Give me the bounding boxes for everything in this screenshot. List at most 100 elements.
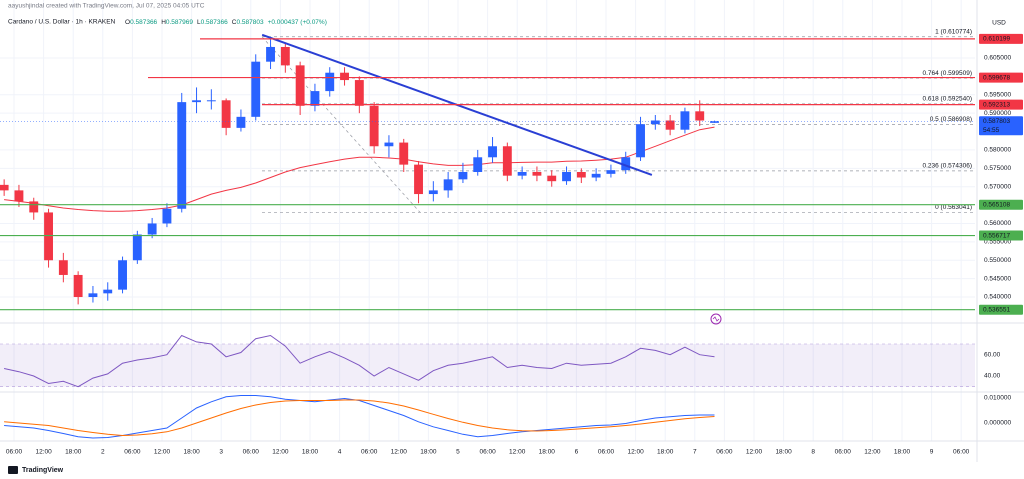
current-price-badge bbox=[979, 116, 1023, 136]
candle-body bbox=[665, 120, 675, 130]
ohlc-value: 0.587366 bbox=[130, 19, 157, 26]
plot-layer: 06:00 12:00 18:00 2 06:00 12:00 18:00 3 06:00 12:… bbox=[0, 0, 1011, 456]
candle-body bbox=[414, 164, 423, 195]
price-badge-label: 0.610199 bbox=[983, 36, 1010, 43]
candle-body bbox=[132, 234, 142, 261]
price-badge-label: 0.536551 bbox=[983, 306, 1010, 313]
candle-body bbox=[458, 171, 468, 180]
fib-label: 1 (0.610774) bbox=[935, 28, 972, 35]
ohlc-value: 0.587969 bbox=[166, 19, 193, 26]
x-tick-label: 12:00 bbox=[272, 449, 289, 456]
candle-body bbox=[384, 142, 394, 147]
x-tick-label: 18:00 bbox=[420, 449, 437, 456]
x-tick-label: 18:00 bbox=[657, 449, 674, 456]
price-badge-label: 0.565108 bbox=[983, 201, 1010, 208]
price-badge-label: 0.556717 bbox=[983, 232, 1010, 239]
y-tick-label: 0.590000 bbox=[984, 110, 1011, 117]
price-badge bbox=[979, 72, 1023, 83]
x-tick-label: 12:00 bbox=[864, 449, 881, 456]
candle-body bbox=[14, 190, 24, 202]
x-tick-label: 2 bbox=[101, 449, 105, 456]
x-tick-label: 06:00 bbox=[598, 449, 615, 456]
candle-body bbox=[621, 157, 631, 171]
ohlc-legend: O0.587366 H0.587969 L0.587366 C0.587803 +0.0… bbox=[125, 19, 327, 26]
x-tick-label: 18:00 bbox=[65, 449, 82, 456]
fib-label: 0.236 (0.574306) bbox=[922, 163, 972, 170]
candle-body bbox=[680, 111, 690, 130]
candle-body bbox=[103, 289, 113, 294]
candle-body bbox=[251, 61, 261, 117]
candle-body bbox=[206, 100, 216, 102]
series-line bbox=[4, 126, 715, 212]
candle-body bbox=[295, 65, 305, 106]
candle-body bbox=[547, 175, 557, 182]
candle-body bbox=[636, 124, 645, 158]
fib-label: 0.764 (0.599509) bbox=[922, 70, 972, 77]
x-tick-label: 3 bbox=[219, 449, 223, 456]
candle-body bbox=[310, 91, 320, 106]
candle-body bbox=[118, 260, 127, 290]
candle-body bbox=[29, 201, 39, 213]
x-tick-label: 06:00 bbox=[243, 449, 260, 456]
x-tick-label: 06:00 bbox=[835, 449, 852, 456]
y-tick-label: 0.000000 bbox=[984, 420, 1011, 427]
x-tick-label: 7 bbox=[693, 449, 697, 456]
candle-body bbox=[44, 212, 53, 261]
x-tick-label: 5 bbox=[456, 449, 460, 456]
x-tick-label: 12:00 bbox=[391, 449, 408, 456]
x-tick-label: 06:00 bbox=[6, 449, 23, 456]
candle-body bbox=[695, 111, 705, 121]
currency: USD bbox=[992, 20, 1006, 27]
ohlc-value: 0.587803 bbox=[236, 19, 263, 26]
fib-label: 0.5 (0.586908) bbox=[930, 116, 972, 123]
event-icon bbox=[712, 316, 720, 322]
event-icon bbox=[710, 313, 722, 325]
y-tick-label: 0.605000 bbox=[984, 55, 1011, 62]
x-tick-label: 18:00 bbox=[302, 449, 319, 456]
x-tick-label: 06:00 bbox=[716, 449, 733, 456]
symbol-title: Cardano / U.S. Dollar · 1h · KRAKEN bbox=[8, 19, 116, 26]
candle-body bbox=[591, 173, 601, 178]
series-line bbox=[4, 399, 715, 437]
x-tick-label: 06:00 bbox=[479, 449, 496, 456]
candle-body bbox=[340, 72, 349, 81]
candle-body bbox=[0, 184, 9, 191]
y-tick-label: 0.595000 bbox=[984, 91, 1011, 98]
x-tick-label: 4 bbox=[338, 449, 342, 456]
x-tick-label: 12:00 bbox=[154, 449, 171, 456]
rsi-band bbox=[0, 344, 975, 387]
candle-body bbox=[488, 146, 497, 158]
ohlc-key: C bbox=[232, 19, 237, 26]
y-tick-label: 0.560000 bbox=[984, 220, 1011, 227]
candle-body bbox=[576, 171, 586, 178]
y-tick-label: 0.555000 bbox=[984, 239, 1011, 246]
current-price-label: 0.587803 bbox=[983, 118, 1010, 125]
candle-body bbox=[502, 146, 512, 176]
candle-body bbox=[325, 72, 335, 92]
candle-body bbox=[280, 46, 290, 66]
price-badge bbox=[979, 304, 1023, 315]
candle-body bbox=[73, 274, 83, 298]
x-tick-label: 8 bbox=[811, 449, 815, 456]
y-tick-label: 0.540000 bbox=[984, 294, 1011, 301]
x-tick-label: 12:00 bbox=[509, 449, 526, 456]
ohlc-key: L bbox=[197, 19, 201, 26]
y-tick-label: 0.550000 bbox=[984, 257, 1011, 264]
logo bbox=[8, 466, 18, 474]
candle-body bbox=[162, 208, 172, 224]
candle-body bbox=[399, 142, 409, 165]
x-tick-label: 12:00 bbox=[627, 449, 644, 456]
ohlc-change: +0.000437 (+0.07%) bbox=[268, 19, 327, 26]
y-tick-label: 40.00 bbox=[984, 373, 1001, 380]
fib-label: 0 (0.563041) bbox=[935, 204, 972, 211]
y-tick-label: 0.570000 bbox=[984, 183, 1011, 190]
ohlc-key: H bbox=[161, 19, 166, 26]
x-tick-label: 6 bbox=[575, 449, 579, 456]
x-tick-label: 18:00 bbox=[539, 449, 556, 456]
candle-body bbox=[236, 116, 246, 128]
candle-body bbox=[532, 171, 542, 176]
candle-body bbox=[192, 100, 201, 103]
